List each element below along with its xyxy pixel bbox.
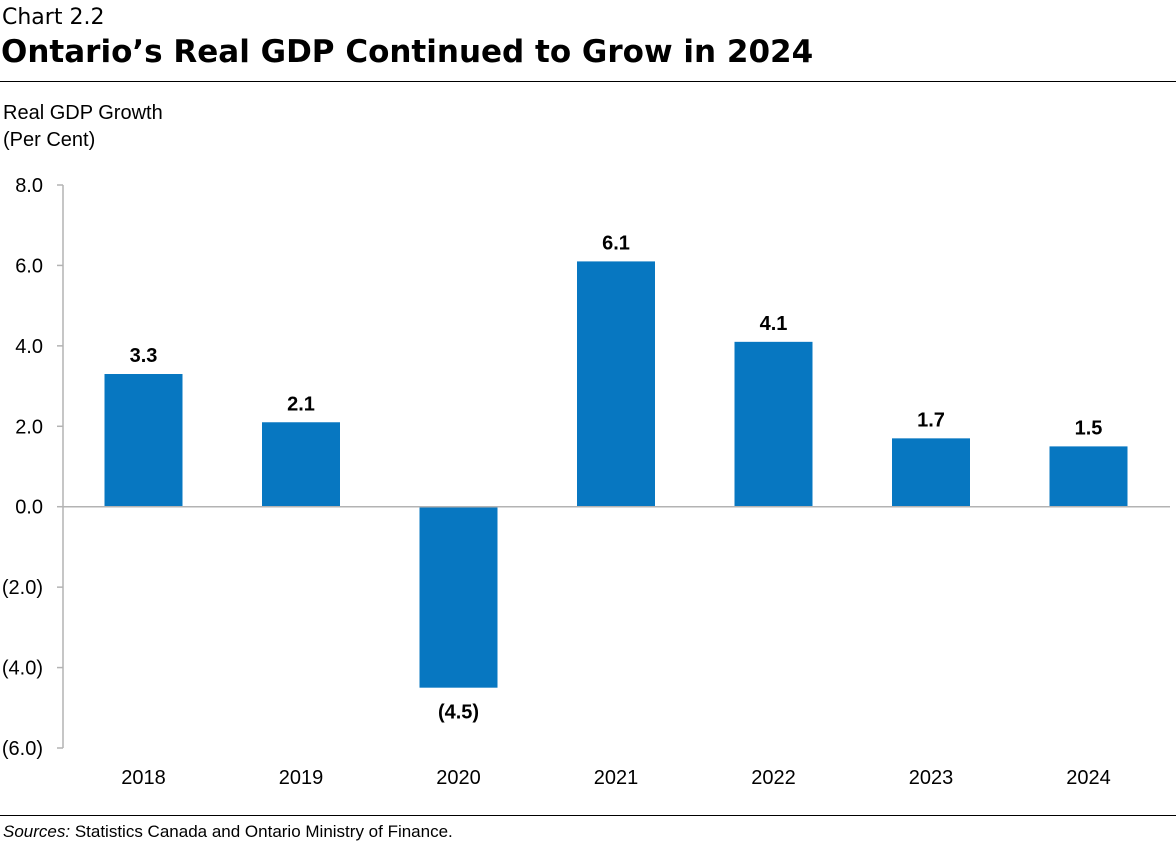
x-tick-label-2019: 2019 [279, 767, 324, 789]
data-label-2022: 4.1 [760, 313, 788, 335]
y-tick-label: 6.0 [15, 255, 43, 277]
x-tick-label-2018: 2018 [121, 767, 166, 789]
footer-divider [0, 815, 1176, 816]
x-tick-label-2020: 2020 [436, 767, 481, 789]
x-tick-label-2024: 2024 [1066, 767, 1111, 789]
y-tick-label: (6.0) [2, 738, 43, 760]
y-axis-title-line-1: Real GDP Growth [3, 102, 163, 124]
bar-2018 [104, 374, 183, 507]
data-label-2019: 2.1 [287, 393, 315, 415]
title-divider [0, 81, 1176, 82]
bar-2023 [892, 438, 970, 507]
data-label-2021: 6.1 [602, 232, 630, 254]
y-tick-label: (2.0) [2, 577, 43, 599]
sources-note: Sources: Statistics Canada and Ontario M… [3, 821, 453, 843]
y-tick-label: 4.0 [15, 336, 43, 358]
bar-2019 [262, 422, 340, 507]
x-tick-label-2021: 2021 [594, 767, 639, 789]
chart-title: Ontario’s Real GDP Continued to Grow in … [1, 34, 814, 70]
chart-number: Chart 2.2 [2, 5, 105, 30]
data-label-2020: (4.5) [438, 702, 479, 724]
y-tick-label: (4.0) [2, 658, 43, 680]
data-label-2023: 1.7 [917, 409, 945, 431]
y-tick-label: 0.0 [15, 497, 43, 519]
bar-2020 [419, 506, 498, 688]
y-tick-label: 8.0 [15, 175, 43, 197]
bar-2024 [1049, 446, 1128, 507]
x-tick-label-2023: 2023 [909, 767, 954, 789]
sources-text: Statistics Canada and Ontario Ministry o… [70, 822, 453, 841]
data-label-2024: 1.5 [1075, 417, 1103, 439]
sources-label: Sources: [3, 822, 71, 841]
x-tick-label-2022: 2022 [751, 767, 796, 789]
y-axis-title-line-2: (Per Cent) [3, 129, 96, 151]
data-label-2018: 3.3 [130, 345, 158, 367]
y-axis-title: Real GDP Growth (Per Cent) [3, 100, 163, 154]
bar-2022 [734, 341, 813, 507]
y-tick-label: 2.0 [15, 416, 43, 438]
bar-2021 [577, 261, 655, 507]
